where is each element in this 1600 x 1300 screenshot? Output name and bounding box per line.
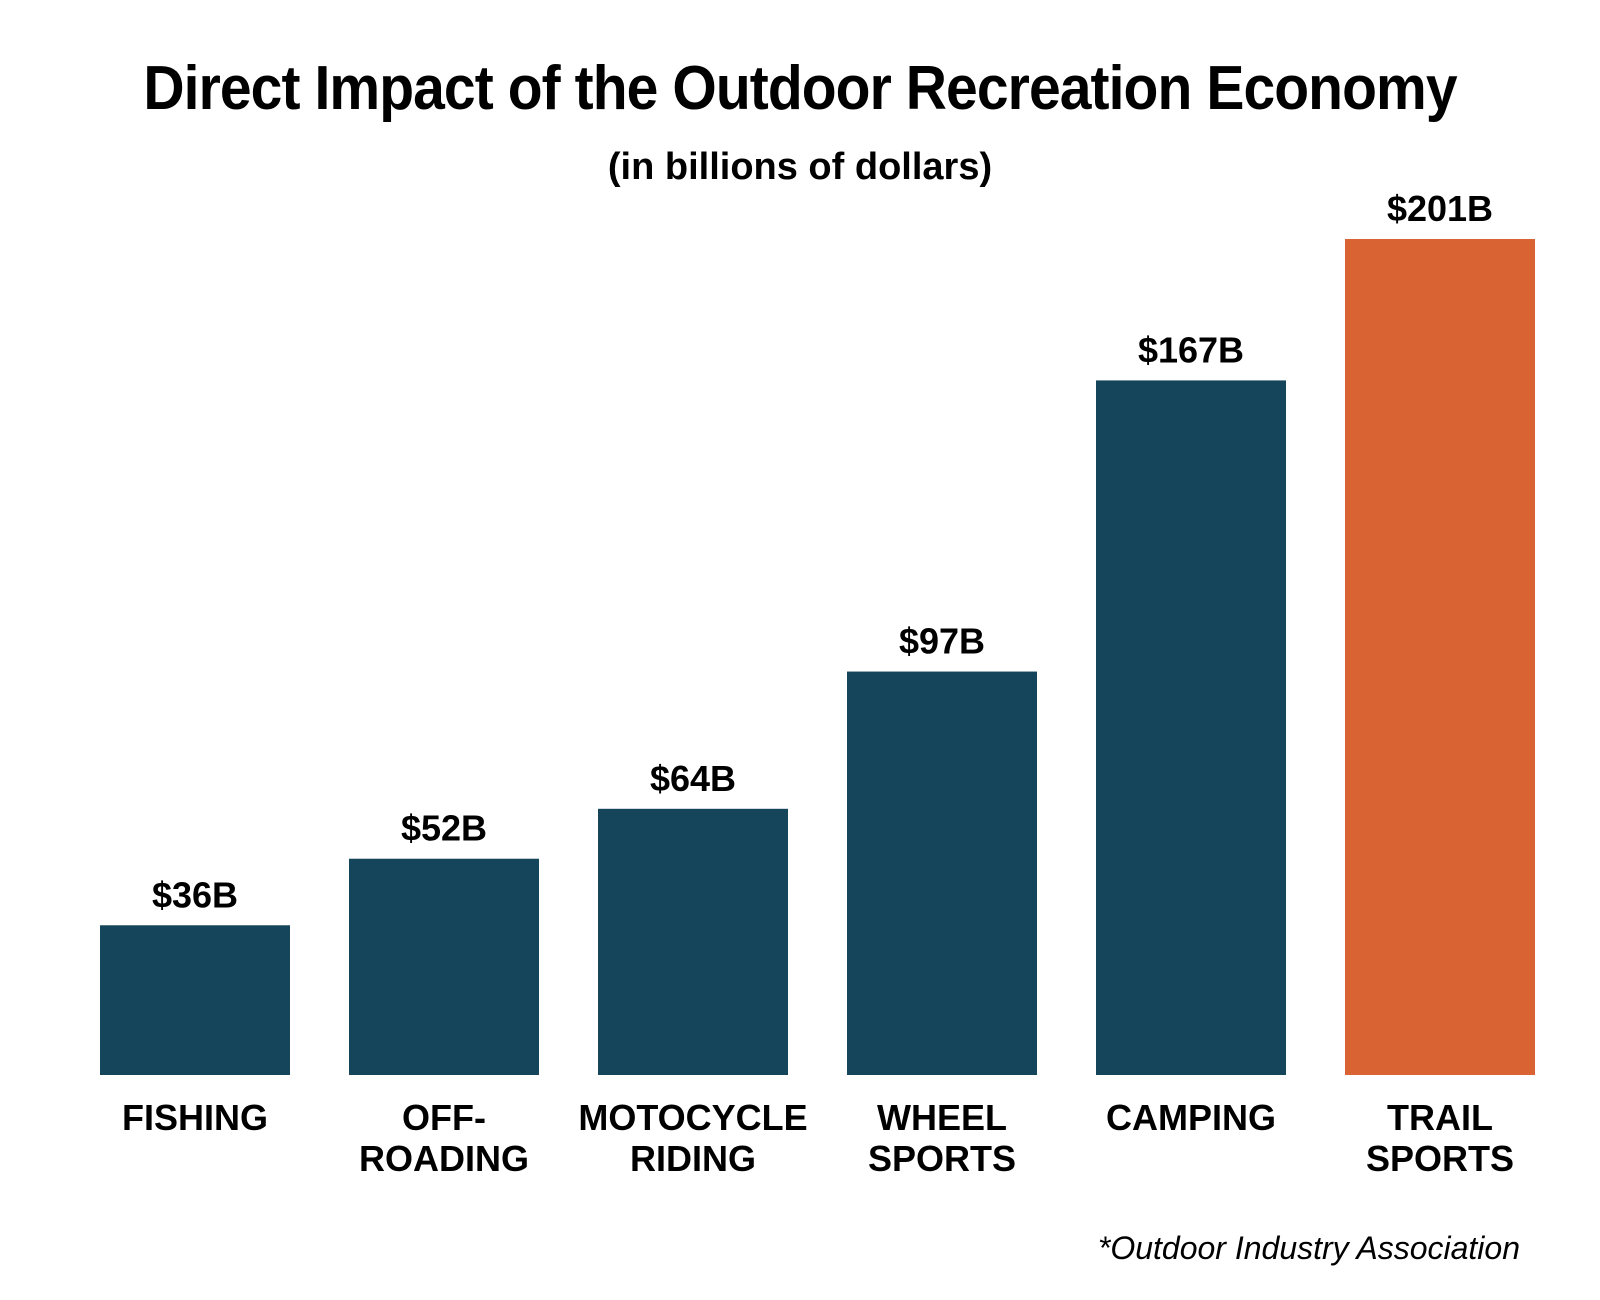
category-label-2-line-0: MOTOCYCLE bbox=[578, 1097, 807, 1138]
chart-title: Direct Impact of the Outdoor Recreation … bbox=[143, 54, 1457, 123]
source-note: *Outdoor Industry Association bbox=[1097, 1230, 1520, 1266]
category-label-5-line-0: TRAIL bbox=[1387, 1097, 1493, 1138]
bar-4 bbox=[1096, 380, 1286, 1075]
value-label-2: $64B bbox=[650, 758, 736, 799]
value-label-3: $97B bbox=[899, 621, 985, 662]
value-label-5: $201B bbox=[1387, 188, 1493, 229]
value-label-4: $167B bbox=[1138, 329, 1244, 370]
bar-5 bbox=[1345, 239, 1535, 1075]
category-label-3-line-1: SPORTS bbox=[868, 1138, 1016, 1179]
category-label-1-line-0: OFF- bbox=[402, 1097, 486, 1138]
bar-0 bbox=[100, 925, 290, 1075]
chart-subtitle: (in billions of dollars) bbox=[607, 146, 993, 188]
category-label-4-line-0: CAMPING bbox=[1106, 1097, 1276, 1138]
category-label-2-line-1: RIDING bbox=[630, 1138, 756, 1179]
bar-2 bbox=[598, 808, 788, 1075]
category-label-0-line-0: FISHING bbox=[122, 1097, 268, 1138]
category-label-3-line-0: WHEEL bbox=[877, 1097, 1007, 1138]
category-label-1-line-1: ROADING bbox=[359, 1138, 529, 1179]
bar-1 bbox=[349, 858, 539, 1075]
value-label-1: $52B bbox=[401, 808, 487, 849]
bar-3 bbox=[847, 671, 1037, 1075]
category-label-5-line-1: SPORTS bbox=[1366, 1138, 1514, 1179]
value-label-0: $36B bbox=[152, 874, 238, 915]
